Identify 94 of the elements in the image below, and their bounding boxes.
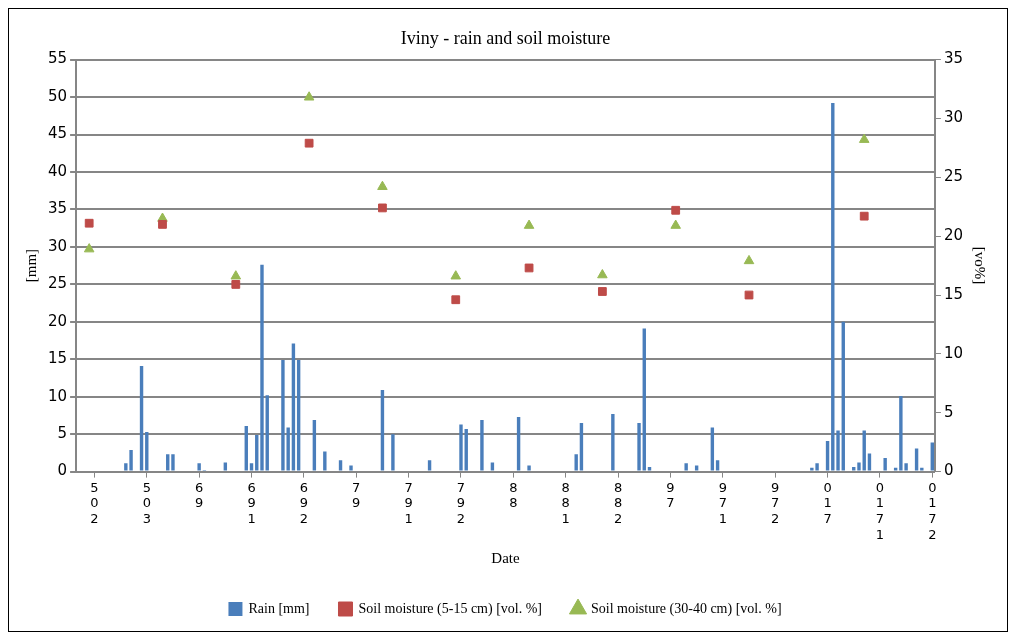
point [84, 218, 94, 228]
bar [338, 460, 343, 471]
point [744, 290, 754, 300]
x-tick-label: 0171 [875, 479, 885, 542]
y2-tick-label: 35 [943, 49, 964, 68]
y-tick-label: 55 [47, 49, 68, 68]
bar [920, 467, 924, 471]
point [743, 254, 755, 265]
point [859, 211, 869, 221]
x-axis-title: Date [491, 549, 520, 566]
bar [323, 451, 327, 471]
x-tick-label: 79 [352, 479, 361, 511]
x-tick-label: 502 [90, 479, 99, 526]
point [670, 219, 681, 229]
bar [637, 422, 641, 471]
bar [715, 460, 720, 471]
bar [857, 462, 861, 471]
bar [391, 434, 395, 471]
y-tick-label: 25 [47, 274, 68, 293]
y2-tick-label: 0 [943, 461, 954, 480]
x-tick-label: 503 [142, 479, 151, 526]
chart-title: Iviny - rain and soil moisture [400, 27, 611, 48]
y-axis-title: [mm] [22, 248, 39, 283]
x-tick-label: 97 [666, 479, 675, 511]
point [671, 205, 681, 215]
bar [260, 264, 264, 471]
y2-tick-label: 25 [943, 167, 964, 186]
point [451, 295, 461, 305]
point [597, 269, 608, 279]
point [378, 203, 387, 213]
x-tick-label: 692 [299, 479, 309, 526]
y2-tick-label: 30 [943, 108, 964, 127]
point [83, 243, 95, 253]
point [858, 133, 870, 143]
x-tick-label: 017 [823, 479, 832, 526]
legend-label: Soil moisture (5-15 cm) [vol. %] [358, 600, 543, 617]
x-tick-label: 0172 [928, 479, 937, 542]
y-tick-label: 35 [47, 199, 68, 218]
legend-label: Soil moisture (30-40 cm) [vol. %] [591, 600, 782, 617]
bar [930, 442, 934, 471]
y-tick-label: 10 [47, 386, 68, 405]
bar [836, 430, 840, 471]
y2-tick-label: 10 [943, 343, 964, 362]
point [597, 287, 607, 296]
x-tick-label: 971 [718, 479, 727, 526]
bar [171, 454, 175, 471]
y-tick-label: 30 [47, 236, 68, 255]
bar [427, 460, 432, 471]
y2-tick-label: 20 [943, 226, 964, 245]
bar [684, 463, 688, 471]
bar [611, 413, 615, 471]
bar [249, 463, 254, 471]
point [524, 263, 534, 273]
x-tick-label: 882 [613, 479, 623, 526]
y-tick-label: 50 [47, 86, 68, 105]
bar [197, 463, 201, 471]
x-tick-label: 69 [195, 479, 204, 511]
bar [166, 454, 170, 471]
bar [710, 427, 715, 471]
point [523, 219, 535, 229]
x-tick-label: 881 [561, 479, 570, 526]
bar [647, 467, 652, 471]
point [231, 280, 241, 289]
bar [527, 465, 531, 471]
y-tick-label: 45 [47, 124, 68, 143]
point [450, 270, 462, 280]
y2-tick-label: 5 [943, 402, 954, 421]
bar [349, 465, 353, 471]
bar [852, 467, 856, 471]
bar [883, 458, 887, 471]
point [304, 138, 314, 148]
y-tick-label: 40 [47, 161, 68, 180]
y-tick-label: 15 [47, 349, 68, 368]
point [377, 180, 388, 190]
bar [480, 419, 484, 471]
bar [862, 430, 866, 471]
bar [459, 424, 463, 471]
bar [574, 454, 578, 471]
legend-label: Rain [mm] [248, 600, 310, 616]
bar [914, 448, 919, 471]
x-tick-label: 88 [509, 479, 518, 511]
y-tick-label: 5 [57, 424, 68, 443]
point [230, 270, 242, 280]
y-tick-label: 20 [47, 311, 68, 330]
y2-tick-label: 15 [943, 284, 964, 303]
bar [893, 467, 898, 471]
x-tick-label: 691 [247, 479, 256, 526]
point [303, 91, 315, 101]
x-tick-label: 792 [456, 479, 466, 526]
y2-axis-title: [vo%] [972, 246, 989, 285]
x-tick-label: 972 [771, 479, 780, 526]
x-tick-label: 791 [404, 479, 413, 526]
y-tick-label: 0 [57, 461, 68, 480]
point [158, 220, 167, 229]
